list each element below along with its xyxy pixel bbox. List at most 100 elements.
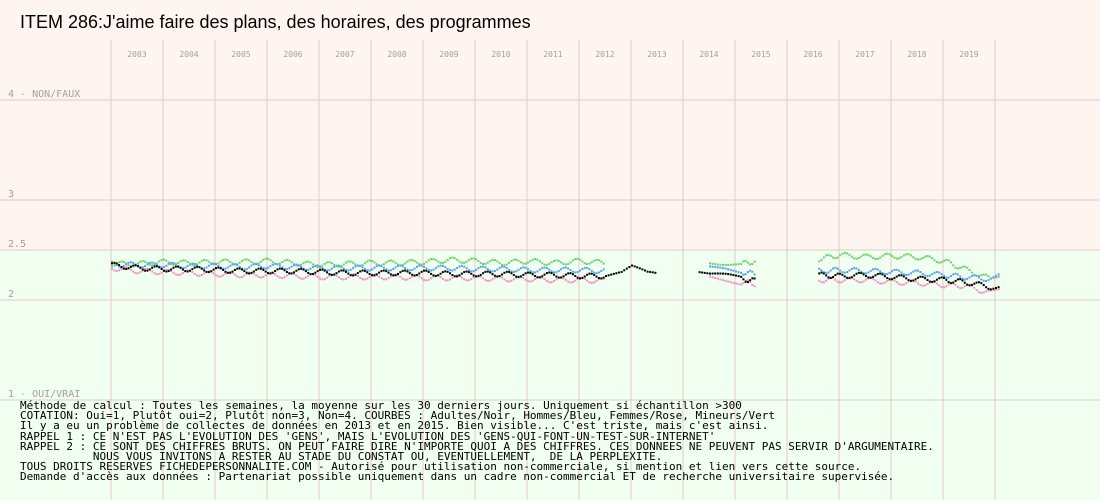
data-point — [602, 268, 605, 271]
data-point — [891, 254, 893, 257]
data-point — [319, 277, 321, 280]
data-point — [460, 272, 463, 275]
data-point — [470, 257, 473, 260]
data-point — [945, 285, 948, 288]
data-point — [233, 263, 236, 266]
data-point — [651, 271, 654, 274]
data-point — [505, 263, 508, 266]
data-point — [432, 275, 435, 278]
data-point — [564, 263, 567, 266]
data-point — [451, 256, 454, 259]
data-point — [975, 274, 978, 277]
data-point — [970, 274, 973, 277]
data-point — [300, 263, 303, 266]
data-point — [281, 261, 284, 264]
data-point — [241, 276, 243, 279]
data-point — [744, 259, 747, 262]
data-point — [709, 272, 711, 275]
data-point — [293, 273, 295, 276]
data-point — [980, 282, 983, 285]
data-point — [597, 277, 600, 280]
data-point — [113, 261, 116, 264]
data-point — [853, 267, 856, 270]
data-point — [441, 264, 444, 267]
data-point — [354, 263, 357, 266]
data-point — [501, 265, 503, 268]
data-point — [505, 270, 508, 273]
data-point — [746, 281, 749, 284]
data-point — [857, 271, 860, 274]
data-point — [262, 267, 265, 270]
data-point — [893, 277, 896, 280]
data-point — [132, 261, 135, 264]
note-line: Méthode de calcul : Toutes les semaines,… — [20, 399, 742, 412]
data-point — [746, 261, 749, 264]
data-point — [439, 264, 442, 267]
data-point — [581, 260, 584, 263]
data-point — [224, 270, 227, 273]
data-point — [751, 263, 754, 266]
data-point — [293, 263, 295, 266]
data-point — [479, 265, 482, 268]
data-point — [122, 260, 125, 263]
data-point — [876, 268, 879, 271]
data-point — [207, 264, 210, 267]
data-point — [489, 279, 492, 282]
data-point — [368, 269, 371, 272]
data-point — [257, 264, 260, 267]
data-point — [115, 264, 118, 267]
data-point — [330, 273, 333, 276]
data-point — [605, 275, 607, 278]
data-point — [714, 263, 717, 266]
data-point — [943, 276, 945, 279]
data-point — [569, 272, 572, 275]
data-point — [155, 265, 158, 268]
data-point — [491, 273, 494, 276]
data-point — [446, 270, 449, 273]
data-point — [610, 273, 613, 276]
data-point — [406, 270, 409, 273]
data-point — [285, 268, 288, 271]
data-point — [508, 280, 511, 283]
data-point — [467, 271, 470, 274]
data-point — [508, 270, 511, 273]
data-point — [947, 283, 950, 286]
data-point — [742, 282, 745, 285]
data-point — [933, 280, 936, 283]
data-point — [727, 280, 730, 283]
data-point — [311, 263, 314, 266]
data-point — [212, 262, 215, 265]
data-point — [865, 275, 867, 278]
data-point — [245, 272, 248, 275]
data-point — [719, 266, 722, 269]
data-point — [335, 264, 338, 267]
data-point — [163, 258, 165, 261]
data-point — [307, 260, 310, 263]
data-point — [333, 263, 336, 266]
data-point — [883, 281, 886, 284]
data-point — [729, 263, 732, 266]
data-point — [985, 286, 988, 289]
data-point — [907, 253, 910, 256]
data-point — [456, 258, 459, 261]
data-point — [711, 265, 714, 268]
data-point — [148, 268, 151, 271]
data-point — [278, 262, 281, 265]
data-point — [271, 263, 274, 266]
data-point — [420, 270, 423, 273]
year-label: 2004 — [179, 50, 198, 59]
data-point — [437, 265, 440, 268]
data-point — [144, 265, 147, 268]
data-point — [512, 258, 515, 261]
data-point — [997, 275, 1000, 278]
data-point — [945, 278, 948, 281]
data-point — [446, 259, 449, 262]
data-point — [460, 276, 463, 279]
data-point — [449, 272, 451, 275]
data-point — [264, 274, 267, 277]
year-label: 2009 — [439, 50, 458, 59]
data-point — [522, 266, 525, 269]
data-point — [186, 270, 189, 273]
data-point — [340, 265, 343, 268]
data-point — [423, 278, 425, 281]
